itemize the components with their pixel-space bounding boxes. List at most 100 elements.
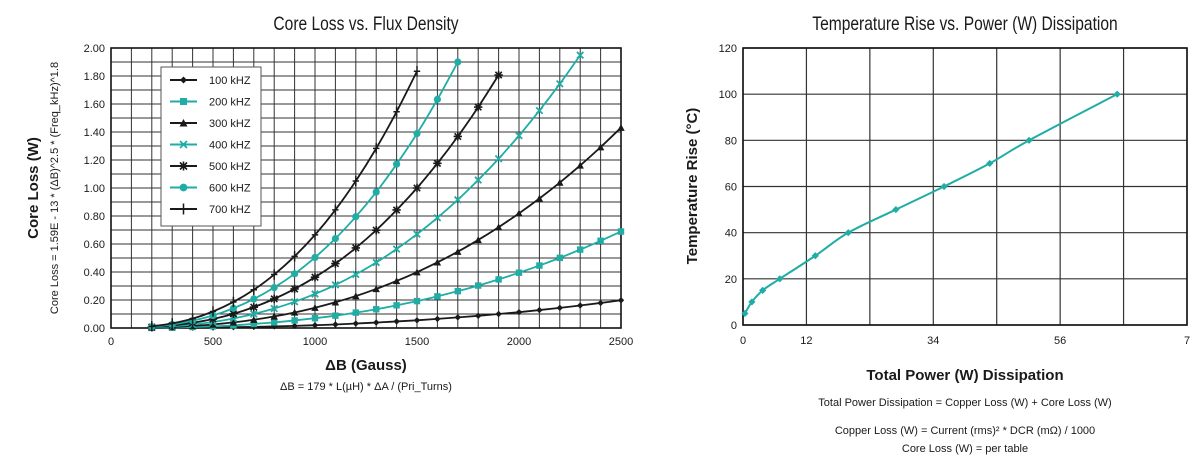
y-tick-label: 1.80 <box>84 71 105 83</box>
diamond-marker <box>844 229 852 237</box>
triangle-marker <box>433 258 442 266</box>
x-tick-label: 0 <box>740 335 746 347</box>
legend-item: 100 kHZ <box>170 75 251 87</box>
square-marker <box>434 293 441 300</box>
square-marker <box>250 320 257 328</box>
y-tick-label: 0.20 <box>84 295 105 307</box>
y-tick-label: 1.60 <box>84 99 105 111</box>
series-line <box>744 93 1118 314</box>
y-tick-label: 0.60 <box>84 239 105 251</box>
triangle-marker <box>179 119 188 127</box>
legend-label: 500 kHZ <box>209 161 251 173</box>
asterisk-marker <box>474 102 483 112</box>
plus-marker <box>413 66 421 77</box>
core-loss-chart: Core Loss vs. Flux Density 0 500 1000 1500 2… <box>25 13 633 393</box>
x-marker <box>535 106 544 115</box>
plus-marker <box>148 321 155 332</box>
asterisk-marker <box>310 272 320 282</box>
triangle-marker <box>515 209 523 217</box>
asterisk-marker <box>179 161 188 171</box>
triangle-marker <box>229 318 238 326</box>
legend-label: 100 kHZ <box>209 75 251 87</box>
asterisk-marker <box>433 159 442 168</box>
circle-marker <box>352 213 360 221</box>
x-marker <box>179 140 188 149</box>
triangle-marker <box>331 298 340 306</box>
plus-marker <box>352 175 359 187</box>
plus-marker <box>189 313 196 324</box>
y-tick-label: 0.40 <box>84 267 105 279</box>
diamond-marker <box>413 317 421 324</box>
diamond-marker <box>373 319 380 326</box>
circle-marker <box>229 304 237 312</box>
plus-marker <box>291 251 298 262</box>
circle-marker <box>270 283 278 292</box>
square-marker <box>332 312 339 319</box>
triangle-marker <box>576 161 584 169</box>
asterisk-marker <box>372 225 381 235</box>
triangle-marker <box>270 312 278 320</box>
circle-marker <box>393 160 401 168</box>
y-tick-label: 0.00 <box>84 323 105 335</box>
legend-label: 200 kHZ <box>209 97 251 109</box>
asterisk-marker <box>290 284 299 294</box>
square-marker <box>536 262 543 269</box>
y-axis-label: Core Loss (W) <box>25 137 42 239</box>
diamond-marker <box>495 310 502 318</box>
circle-marker <box>372 188 380 196</box>
square-marker <box>271 319 278 326</box>
x-axis-note: ΔB = 179 * L(µH) * ΔA / (Pri_Turns) <box>280 381 452 393</box>
asterisk-marker <box>229 309 238 319</box>
formula-note-1: Total Power Dissipation = Copper Loss (W… <box>818 397 1111 409</box>
asterisk-marker <box>270 294 279 304</box>
legend-item: 200 kHZ <box>170 97 251 109</box>
legend-item: 600 kHZ <box>170 183 251 195</box>
triangle-marker <box>617 123 625 131</box>
square-marker <box>413 297 421 305</box>
triangle-marker <box>250 316 258 323</box>
diamond-marker <box>892 205 900 214</box>
triangle-marker <box>556 178 564 186</box>
grid <box>742 47 1188 326</box>
diamond-marker <box>617 297 625 304</box>
x-marker <box>249 310 258 318</box>
diamond-marker <box>1113 90 1121 98</box>
x-axis-label: Total Power (W) Dissipation <box>866 367 1063 384</box>
x-marker <box>331 281 340 289</box>
square-marker <box>180 98 187 105</box>
diamond-marker <box>556 304 563 312</box>
diamond-marker <box>475 312 482 320</box>
x-marker <box>494 154 503 163</box>
circle-marker <box>433 95 441 103</box>
triangle-marker <box>535 194 544 202</box>
plus-marker <box>250 284 257 295</box>
diamond-marker <box>748 298 756 306</box>
x-marker <box>433 213 442 222</box>
plus-marker <box>271 269 278 280</box>
y-tick-label: 100 <box>719 89 737 101</box>
x-tick-label: 34 <box>927 335 939 347</box>
x-tick-label: 500 <box>204 336 222 348</box>
square-marker <box>617 228 625 235</box>
diamond-marker <box>454 314 461 321</box>
x-marker <box>351 270 360 279</box>
asterisk-marker <box>351 243 360 253</box>
square-marker <box>495 276 502 283</box>
series-group <box>147 51 625 332</box>
diamond-marker <box>940 182 948 191</box>
square-marker <box>454 287 461 295</box>
formula-note-2: Copper Loss (W) = Current (rms)² * DCR (… <box>835 425 1095 437</box>
chart-title: Core Loss vs. Flux Density <box>273 13 458 35</box>
square-marker <box>291 317 298 324</box>
plus-marker <box>393 106 400 117</box>
x-tick-label: 2000 <box>507 336 531 348</box>
y-tick-label: 0.80 <box>84 211 105 223</box>
diamond-marker <box>352 320 359 327</box>
x-marker <box>270 304 279 313</box>
square-marker <box>597 237 604 244</box>
diamond-marker <box>577 302 584 309</box>
x-marker <box>392 245 401 253</box>
plus-marker <box>209 306 217 317</box>
x-marker <box>290 297 299 306</box>
diamond-marker <box>536 306 543 314</box>
